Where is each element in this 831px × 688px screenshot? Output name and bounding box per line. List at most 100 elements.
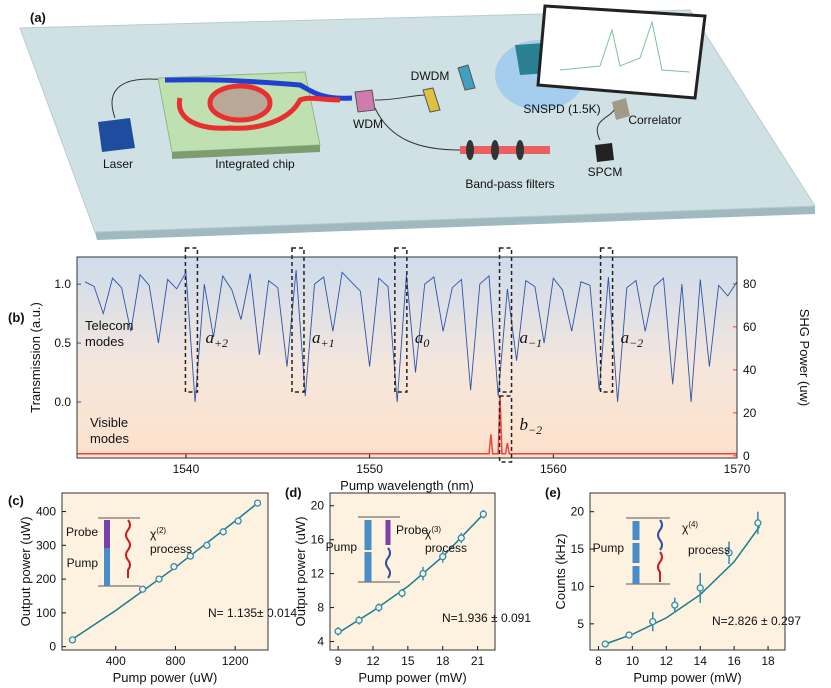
x-tick-label: 400 [106, 654, 126, 668]
panel-label: (a) [30, 10, 46, 25]
x-tick-label: 10 [626, 654, 640, 668]
x-tick-label: 8 [595, 654, 602, 668]
inset-label: process [425, 541, 467, 555]
data-point [334, 627, 342, 635]
y2-axis-label: SHG Power (uw) [797, 309, 812, 407]
data-point [375, 603, 383, 612]
y-tick-label: 4 [317, 635, 324, 649]
x-tick-label: 21 [471, 654, 485, 668]
x-tick-label: 1570 [724, 462, 751, 476]
mode-box [291, 247, 305, 393]
annotation: modes [85, 334, 125, 349]
y2-tick-label: 60 [743, 320, 757, 334]
label: Laser [103, 157, 133, 171]
beam [460, 146, 550, 154]
correlator [612, 98, 630, 120]
data-point [186, 552, 195, 560]
fit-annotation: N= 1.135± 0.014 [208, 606, 297, 620]
mode-box [498, 395, 513, 463]
y2-tick-label: 0 [743, 449, 750, 463]
inset-label: χ(2) [150, 526, 166, 541]
y-tick-label: 0 [49, 640, 56, 654]
filter [516, 140, 524, 160]
x-axis-label: Pump power (uW) [113, 670, 218, 685]
mode-box [599, 247, 614, 393]
data-point [754, 519, 762, 527]
data-point [601, 640, 609, 648]
data-point [234, 517, 242, 525]
fit-annotation: N=2.826 ± 0.297 [712, 614, 801, 628]
data-point [219, 528, 227, 536]
x-tick-label: 15 [401, 654, 415, 668]
x-axis-label: Pump power (mW) [633, 670, 741, 685]
wave [385, 547, 391, 579]
y-tick-label: 16 [311, 533, 325, 547]
label: Integrated chip [215, 157, 295, 171]
y-tick-label: 400 [36, 505, 56, 519]
y-tick-label: 200 [36, 572, 56, 586]
inset-label: χ(4) [682, 520, 698, 535]
wdm [354, 89, 376, 113]
y-tick-label: 0.0 [54, 395, 71, 409]
label: SPCM [588, 165, 623, 179]
x-tick-label: 1540 [173, 462, 200, 476]
data-point [398, 589, 406, 597]
y-tick-label: 20 [571, 505, 585, 519]
x-axis-label: Pump power (mW) [358, 670, 466, 685]
x-tick-label: 12 [366, 654, 380, 668]
plot-frame [76, 256, 738, 459]
y-axis-label: Output power (uW) [18, 517, 33, 627]
mode-box [498, 247, 513, 393]
y-tick-label: 12 [311, 567, 325, 581]
y2-tick-label: 80 [743, 277, 757, 291]
monitor [536, 4, 707, 100]
data-point [696, 584, 704, 592]
mode-label: a−2 [621, 328, 644, 350]
y-tick-label: 15 [571, 542, 585, 556]
setup-diagram: (a) Laser Integrated chip WDM DWDM SNSPD… [19, 4, 816, 240]
data-point [138, 585, 147, 593]
x-tick-label: 9 [335, 654, 342, 668]
y-tick-label: 1.0 [54, 277, 71, 291]
dwdm-filter [457, 64, 476, 91]
y-tick-label: 300 [36, 538, 56, 552]
y-tick-label: 8 [317, 601, 324, 615]
y-tick-label: 100 [36, 606, 56, 620]
data-point [457, 534, 465, 542]
wave [657, 551, 663, 582]
mode-box [184, 247, 199, 393]
fiber [374, 94, 461, 151]
inset-label: Probe [396, 523, 428, 537]
mode-label: b−2 [520, 415, 543, 437]
data-point [355, 616, 363, 624]
annotation: Telecom [85, 318, 133, 333]
panel-label: (c) [8, 493, 24, 508]
mode-label: a−1 [520, 328, 543, 350]
label: DWDM [411, 69, 450, 83]
mode-label: a+1 [312, 328, 335, 350]
x-tick-label: 1550 [356, 462, 383, 476]
data-point [203, 541, 211, 549]
chip-edge [172, 145, 320, 159]
wave [125, 519, 131, 578]
inset-label: χ(3) [425, 525, 441, 540]
annotation: modes [90, 431, 130, 446]
data-point [419, 569, 427, 578]
inset-label: Probe [66, 525, 98, 539]
x-tick-label: 1560 [540, 462, 567, 476]
x-tick-label: 800 [165, 654, 185, 668]
y-tick-label: 5 [577, 617, 584, 631]
x-tick-label: 18 [436, 654, 450, 668]
y-axis-label: Output power (uW) [293, 517, 308, 627]
filter [466, 140, 474, 160]
wave [657, 519, 663, 551]
fit-annotation: N=1.936 ± 0.091 [442, 611, 531, 625]
data-point [625, 631, 633, 639]
y-axis-label: Counts (kHz) [553, 534, 568, 610]
fiber [111, 78, 166, 119]
label: SNSPD (1.5K) [523, 102, 600, 116]
y-tick-label: 20 [311, 499, 325, 513]
data-point [68, 636, 77, 644]
y2-tick-label: 40 [743, 363, 757, 377]
inset-label: Pump [593, 541, 625, 555]
